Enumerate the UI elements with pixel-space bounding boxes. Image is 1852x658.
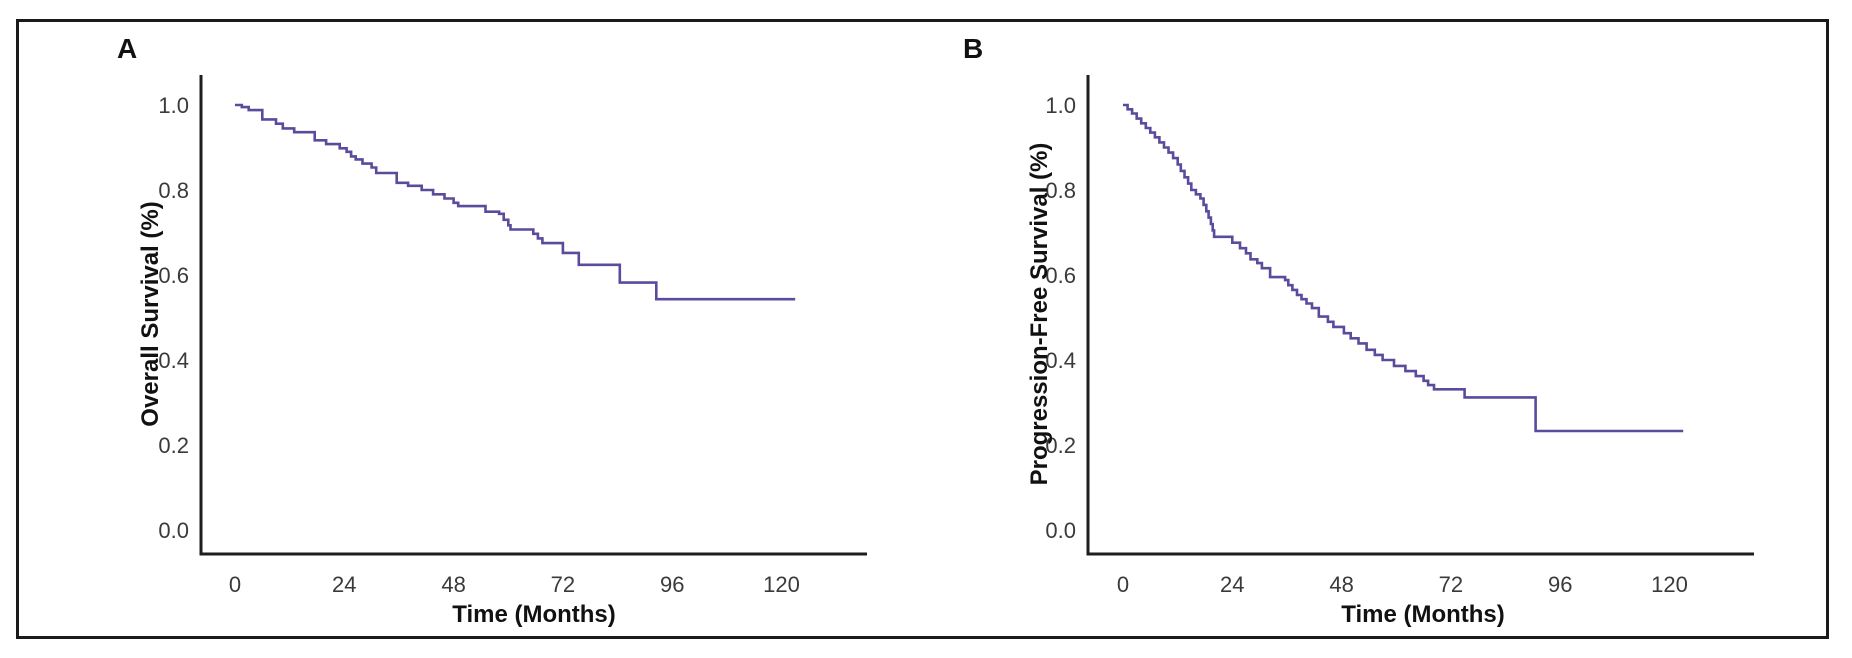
panel-b-y-axis-title: Progression-Free Survival (%) (1026, 142, 1053, 486)
panel-a-label: A (117, 33, 138, 64)
svg-text:72: 72 (551, 572, 575, 597)
panel-a-x-axis-title: Time (Months) (452, 601, 616, 628)
svg-text:1.0: 1.0 (1045, 93, 1076, 118)
svg-text:0.8: 0.8 (1045, 178, 1076, 203)
svg-text:24: 24 (332, 572, 356, 597)
panel-b-label: B (963, 33, 984, 64)
panel-b-x-axis-title: Time (Months) (1341, 601, 1505, 628)
svg-text:120: 120 (763, 572, 800, 597)
svg-text:0.4: 0.4 (158, 348, 189, 373)
svg-text:0.6: 0.6 (158, 263, 189, 288)
figure-border-frame (16, 19, 1829, 639)
svg-text:96: 96 (1548, 572, 1572, 597)
svg-text:0.4: 0.4 (1045, 348, 1076, 373)
svg-text:0.6: 0.6 (1045, 263, 1076, 288)
svg-text:24: 24 (1220, 572, 1244, 597)
svg-text:120: 120 (1651, 572, 1688, 597)
svg-text:0.8: 0.8 (158, 178, 189, 203)
svg-text:48: 48 (1329, 572, 1353, 597)
svg-text:0: 0 (229, 572, 241, 597)
svg-text:72: 72 (1439, 572, 1463, 597)
svg-text:1.0: 1.0 (158, 93, 189, 118)
svg-text:0.0: 0.0 (158, 518, 189, 543)
svg-text:0.0: 0.0 (1045, 518, 1076, 543)
svg-text:0.2: 0.2 (158, 433, 189, 458)
svg-text:96: 96 (660, 572, 684, 597)
svg-text:0: 0 (1117, 572, 1129, 597)
svg-text:48: 48 (441, 572, 465, 597)
panel-a-y-axis-title: Overall Survival (%) (137, 201, 164, 427)
svg-text:0.2: 0.2 (1045, 433, 1076, 458)
